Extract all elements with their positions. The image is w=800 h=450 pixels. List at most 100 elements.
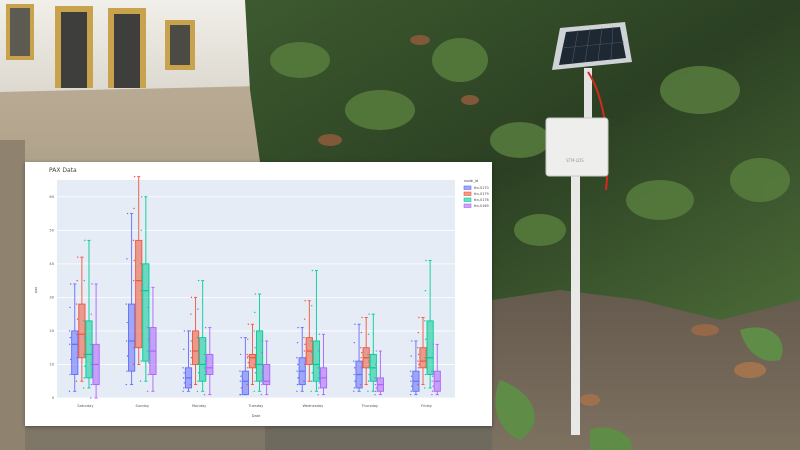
box-ttn-0179-Monday[interactable] bbox=[189, 296, 200, 386]
sample-point bbox=[84, 365, 86, 367]
box-ttn-0169-Tuesday[interactable] bbox=[260, 340, 271, 396]
sample-point bbox=[203, 353, 206, 356]
box-ttn-0178-Sunday[interactable] bbox=[139, 196, 150, 382]
sample-point bbox=[353, 341, 356, 344]
box-ttn-0169-Saturday[interactable] bbox=[90, 283, 100, 399]
x-tick-label: Sunday bbox=[136, 404, 150, 408]
sample-point bbox=[77, 256, 79, 258]
sample-point bbox=[69, 283, 72, 285]
box-ttn-0170-Tuesday[interactable] bbox=[239, 336, 249, 396]
sample-point bbox=[90, 343, 92, 346]
box-ttn-0178-Thursday[interactable] bbox=[367, 313, 377, 392]
box-ttn-0179-Thursday[interactable] bbox=[360, 316, 370, 386]
box-ttn-0169-Friday[interactable] bbox=[431, 343, 441, 396]
sample-point bbox=[147, 350, 149, 352]
box-ttn-0170-Saturday[interactable] bbox=[68, 283, 79, 392]
sample-point bbox=[374, 383, 377, 386]
sample-point bbox=[417, 346, 419, 349]
box-ttn-0169-Monday[interactable] bbox=[203, 326, 214, 396]
sample-point bbox=[261, 382, 264, 384]
leaf-cluster bbox=[270, 38, 790, 246]
sample-point bbox=[432, 385, 434, 387]
sample-point bbox=[247, 338, 249, 341]
sample-point bbox=[183, 372, 185, 374]
sample-point bbox=[76, 333, 78, 335]
sample-point bbox=[310, 340, 312, 342]
sample-point bbox=[90, 397, 92, 399]
box-ttn-0178-Monday[interactable] bbox=[196, 279, 207, 392]
sample-point bbox=[140, 229, 142, 232]
sample-point bbox=[240, 387, 242, 389]
legend-item-ttn-0179[interactable]: ttn-0179 bbox=[463, 191, 489, 196]
box-ttn-0169-Wednesday[interactable] bbox=[317, 333, 328, 396]
sample-point bbox=[83, 279, 85, 282]
sample-point bbox=[182, 390, 184, 392]
box-ttn-0170-Thursday[interactable] bbox=[353, 323, 363, 392]
sample-point bbox=[374, 390, 377, 392]
box-ttn-0178-Tuesday[interactable] bbox=[253, 293, 264, 392]
sample-point bbox=[76, 318, 79, 320]
sample-point bbox=[147, 338, 150, 341]
sample-point bbox=[146, 390, 149, 392]
box-ttn-0178-Friday[interactable] bbox=[424, 259, 434, 389]
sample-point bbox=[203, 393, 206, 396]
box-ttn-0179-Sunday[interactable] bbox=[132, 175, 143, 366]
sample-point bbox=[317, 393, 319, 396]
sample-point bbox=[141, 325, 143, 327]
sample-point bbox=[367, 390, 369, 392]
sample-point bbox=[126, 212, 129, 215]
legend-item-ttn-0170[interactable]: ttn-0170 bbox=[463, 185, 489, 190]
sample-point bbox=[196, 336, 199, 339]
sample-point bbox=[296, 383, 299, 386]
sample-point bbox=[318, 387, 320, 389]
sample-point bbox=[297, 363, 299, 366]
box-ttn-0170-Friday[interactable] bbox=[409, 340, 420, 396]
sample-point bbox=[140, 289, 142, 292]
sample-point bbox=[190, 340, 192, 342]
legend[interactable]: node_id ttn-0170 ttn-0179 ttn-0178 ttn-0169 bbox=[463, 179, 489, 208]
legend-label: ttn-0169 bbox=[474, 204, 489, 208]
box-ttn-0170-Wednesday[interactable] bbox=[296, 326, 306, 392]
sample-point bbox=[260, 380, 263, 382]
box-ttn-0178-Saturday[interactable] bbox=[82, 239, 93, 389]
sample-point bbox=[148, 362, 150, 364]
sample-point bbox=[425, 259, 427, 262]
box-ttn-0179-Friday[interactable] bbox=[417, 316, 427, 386]
sample-point bbox=[204, 373, 206, 376]
box-ttn-0178-Wednesday[interactable] bbox=[310, 269, 320, 392]
legend-item-ttn-0169[interactable]: ttn-0169 bbox=[463, 203, 489, 208]
box-iqr bbox=[419, 347, 427, 369]
legend-label: ttn-0178 bbox=[474, 198, 489, 202]
legend-item-ttn-0178[interactable]: ttn-0178 bbox=[463, 197, 489, 202]
sample-point bbox=[425, 338, 427, 341]
sample-point bbox=[90, 383, 93, 386]
sample-point bbox=[182, 367, 184, 369]
box-ttn-0169-Thursday[interactable] bbox=[374, 350, 384, 396]
sample-point bbox=[204, 340, 206, 342]
sample-point bbox=[417, 367, 420, 369]
sample-point bbox=[367, 353, 369, 356]
sample-point bbox=[76, 357, 78, 359]
sample-point bbox=[261, 372, 263, 374]
box-ttn-0179-Saturday[interactable] bbox=[75, 256, 86, 382]
sample-point bbox=[311, 269, 313, 272]
sample-point bbox=[69, 343, 71, 346]
sample-point bbox=[204, 367, 206, 369]
sample-point bbox=[69, 306, 71, 309]
box-ttn-0179-Tuesday[interactable] bbox=[246, 323, 257, 386]
box-ttn-0170-Sunday[interactable] bbox=[125, 212, 136, 386]
sample-point bbox=[254, 311, 256, 314]
box-ttn-0170-Monday[interactable] bbox=[182, 330, 193, 392]
sample-point bbox=[69, 373, 71, 376]
sample-point bbox=[76, 279, 78, 282]
box-iqr bbox=[199, 337, 207, 382]
sample-point bbox=[146, 326, 149, 329]
sample-point bbox=[82, 387, 85, 389]
sample-point bbox=[140, 360, 142, 362]
box-ttn-0179-Wednesday[interactable] bbox=[303, 300, 313, 382]
box-ttn-0169-Sunday[interactable] bbox=[146, 286, 157, 392]
x-tick-label: Saturday bbox=[77, 404, 94, 408]
sample-point bbox=[183, 330, 186, 332]
sample-point bbox=[354, 380, 356, 382]
